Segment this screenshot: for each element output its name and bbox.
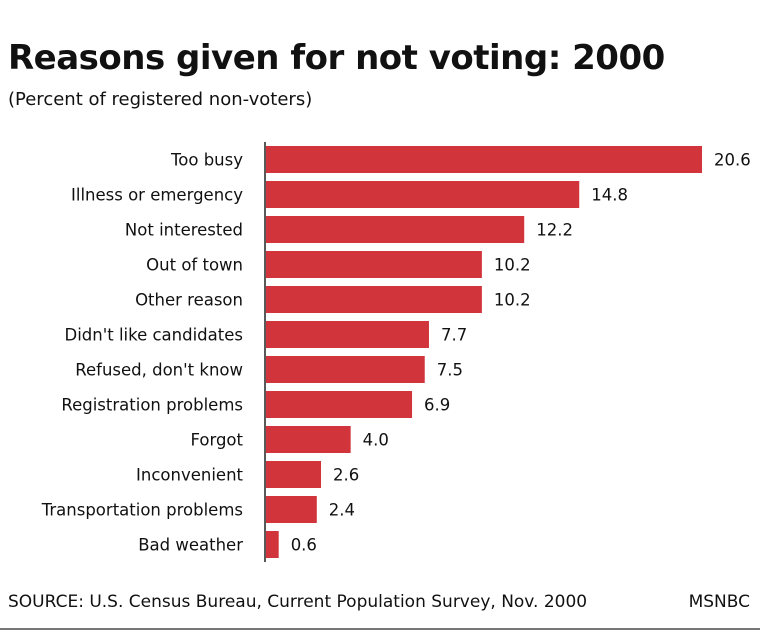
category-label: Forgot [190, 431, 243, 450]
value-label: 10.2 [494, 256, 531, 275]
value-label: 12.2 [536, 221, 573, 240]
bar [266, 146, 702, 173]
bar-chart: Too busy 20.6 Illness or emergency 14.8 Not … [41, 142, 751, 562]
category-label: Inconvenient [136, 466, 244, 485]
source-note: SOURCE: U.S. Census Bureau, Current Popu… [8, 592, 588, 612]
value-label: 10.2 [494, 291, 531, 310]
category-label: Registration problems [61, 396, 243, 415]
bar [266, 251, 482, 278]
bar [266, 461, 322, 488]
value-label: 4.0 [363, 431, 389, 450]
chart-title: Reasons given for not voting: 2000 [8, 38, 665, 78]
bar [266, 426, 351, 453]
bar [266, 321, 429, 348]
footer-divider [0, 628, 760, 630]
category-label: Refused, don't know [75, 361, 243, 380]
chart-subtitle: (Percent of registered non-voters) [8, 89, 313, 110]
value-label: 2.6 [333, 466, 359, 485]
category-label: Illness or emergency [71, 186, 243, 205]
category-label: Not interested [125, 221, 243, 240]
bar [266, 181, 580, 208]
brand-logo-text: MSNBC [688, 592, 750, 612]
bar [266, 391, 413, 418]
value-label: 2.4 [329, 501, 355, 520]
category-label: Bad weather [138, 536, 243, 555]
value-label: 7.5 [437, 361, 463, 380]
value-label: 14.8 [591, 186, 628, 205]
value-label: 20.6 [714, 151, 751, 170]
bar [266, 356, 425, 383]
bar [266, 286, 482, 313]
category-label: Too busy [170, 151, 243, 170]
category-label: Out of town [146, 256, 243, 275]
value-label: 6.9 [424, 396, 450, 415]
value-label: 7.7 [441, 326, 467, 345]
category-label: Didn't like candidates [64, 326, 243, 345]
bar [266, 496, 317, 523]
category-label: Transportation problems [41, 501, 243, 520]
bar [266, 531, 279, 558]
value-label: 0.6 [291, 536, 317, 555]
bar [266, 216, 525, 243]
category-label: Other reason [135, 291, 243, 310]
